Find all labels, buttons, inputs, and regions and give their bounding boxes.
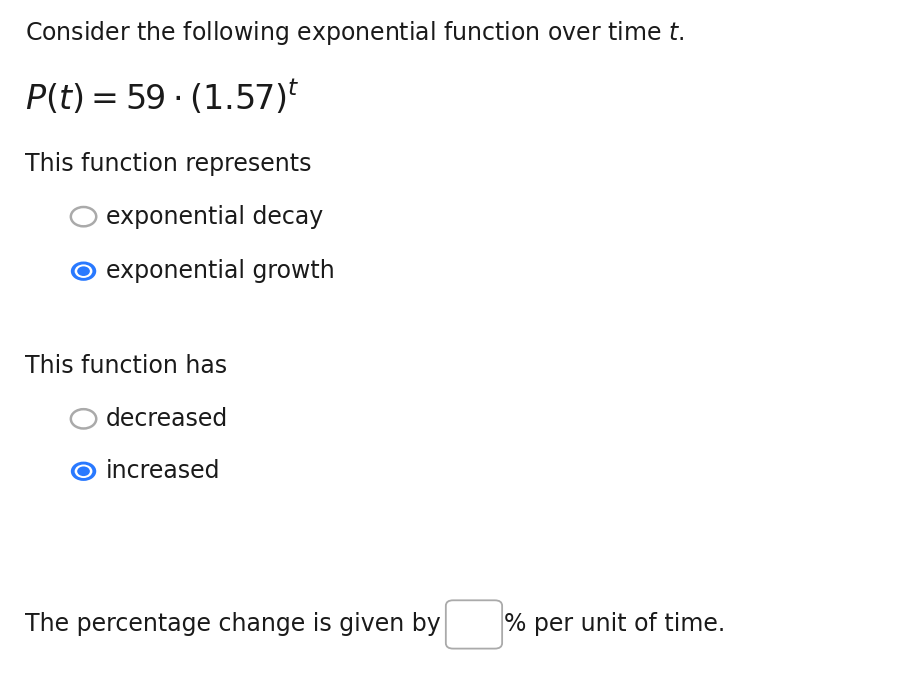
Text: decreased: decreased (106, 407, 229, 431)
Circle shape (77, 466, 90, 476)
Text: exponential decay: exponential decay (106, 205, 323, 228)
Circle shape (71, 462, 96, 481)
Text: exponential growth: exponential growth (106, 259, 335, 283)
Circle shape (77, 266, 90, 276)
Text: This function has: This function has (25, 354, 228, 377)
Circle shape (74, 264, 93, 278)
Circle shape (74, 464, 93, 478)
Text: This function represents: This function represents (25, 152, 312, 176)
Circle shape (71, 262, 96, 281)
FancyBboxPatch shape (446, 600, 502, 649)
Text: Consider the following exponential function over time $t$.: Consider the following exponential funct… (25, 19, 685, 47)
Text: $P(t) = 59 \cdot (1.57)^{t}$: $P(t) = 59 \cdot (1.57)^{t}$ (25, 79, 300, 117)
Text: The percentage change is given by: The percentage change is given by (25, 613, 441, 636)
Text: increased: increased (106, 460, 221, 483)
Text: % per unit of time.: % per unit of time. (504, 613, 725, 636)
